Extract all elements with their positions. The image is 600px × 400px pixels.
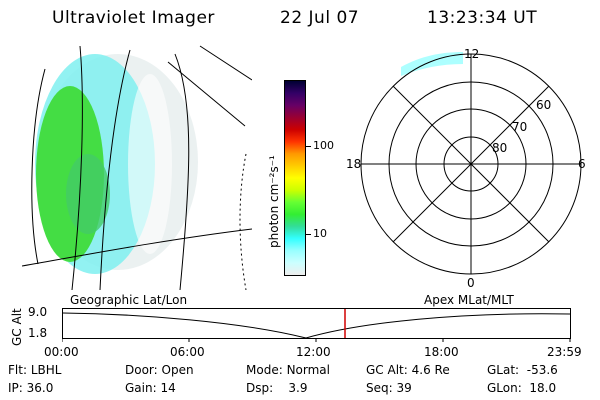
mlat-label-70: 70	[512, 120, 528, 134]
mlt-label-12: 12	[464, 47, 480, 61]
info-gain: Gain: 14	[125, 381, 176, 395]
orbit-x-tick-1800: 18:00	[424, 345, 459, 359]
orbit-y-tick-1.8: 1.8	[28, 326, 48, 340]
colorbar-tick-100: 100	[313, 139, 334, 152]
geo-meridian	[31, 68, 46, 265]
orbit-x-tick-2359: 23:59	[547, 345, 582, 359]
info-door: Door: Open	[125, 363, 194, 377]
orbit-left-title: Geographic Lat/Lon	[70, 293, 188, 307]
geo-parallel	[22, 228, 252, 267]
date-label: 22 Jul 07	[280, 8, 360, 28]
geo-limb	[239, 153, 247, 290]
polar-axis-diagonal	[392, 85, 550, 243]
polar-mlt-plot	[360, 52, 582, 275]
colorbar-tick-10: 10	[313, 227, 327, 240]
mlat-label-60: 60	[536, 98, 552, 112]
geo-parallel	[167, 61, 246, 127]
info-glat: GLat: -53.6	[487, 363, 558, 377]
colorbar-unit-label: photon cm⁻²s⁻¹	[267, 155, 281, 248]
orbit-x-tick-1200: 12:00	[296, 345, 331, 359]
info-filter: Flt: LBHL	[8, 363, 62, 377]
mlat-label-80: 80	[492, 141, 508, 155]
color-scale-bar	[284, 80, 306, 276]
mlt-label-18: 18	[346, 157, 362, 171]
geo-meridian	[71, 45, 83, 290]
info-glon: GLon: 18.0	[487, 381, 557, 395]
uv-image-panel	[22, 45, 252, 290]
info-seq: Seq: 39	[366, 381, 412, 395]
info-dsp: Dsp: 3.9	[246, 381, 308, 395]
geo-meridian	[174, 53, 190, 290]
info-gc-alt: GC Alt: 4.6 Re	[366, 363, 450, 377]
time-label: 13:23:34 UT	[427, 8, 538, 28]
polar-emission	[401, 52, 463, 76]
orbit-x-tick-0600: 06:00	[170, 345, 205, 359]
app-title: Ultraviolet Imager	[52, 8, 215, 28]
orbit-altitude-curve	[62, 312, 571, 339]
mlt-label-0: 0	[467, 276, 475, 290]
geo-parallel	[199, 45, 252, 81]
orbit-y-tick-9: 9.0	[28, 305, 48, 319]
orbit-x-tick-0000: 00:00	[44, 345, 79, 359]
mlt-label-6: 6	[578, 157, 586, 171]
orbit-y-axis-label: GC Alt	[10, 308, 24, 346]
orbit-altitude-plot	[62, 308, 571, 342]
info-ip: IP: 36.0	[8, 381, 54, 395]
info-mode: Mode: Normal	[246, 363, 330, 377]
orbit-right-title: Apex MLat/MLT	[424, 293, 514, 307]
orbit-plot-frame	[62, 308, 571, 339]
